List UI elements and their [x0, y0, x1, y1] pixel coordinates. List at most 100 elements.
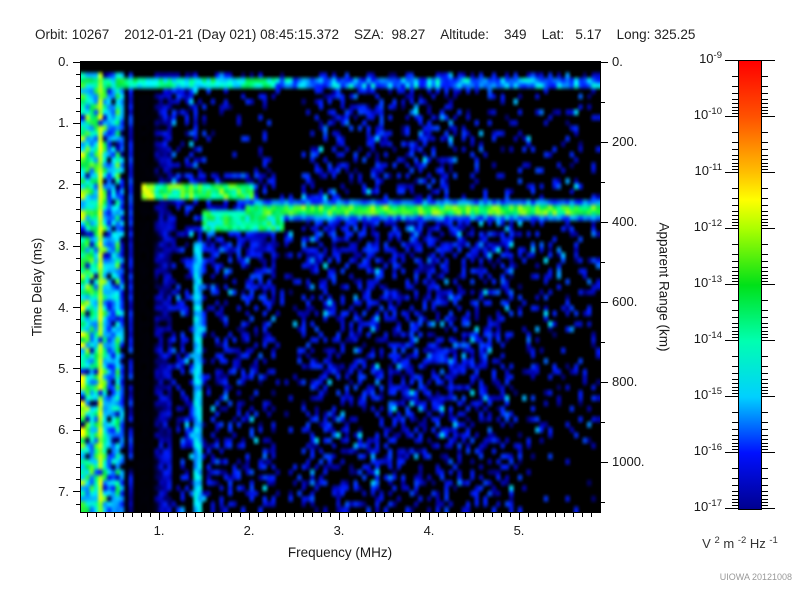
colorbar-major-tick — [725, 451, 738, 453]
colorbar-minor-tick — [762, 392, 768, 394]
colorbar-minor-tick — [762, 159, 768, 161]
colorbar-minor-tick — [762, 442, 768, 444]
colorbar-minor-tick — [762, 244, 768, 246]
header-item-4: Lat: 5.17 — [541, 27, 602, 42]
x-tick-label: 3. — [333, 523, 345, 538]
colorbar-minor-tick — [762, 98, 768, 100]
colorbar-major-tick — [762, 171, 775, 173]
colorbar-minor-tick — [762, 274, 768, 276]
x-major-tick — [158, 512, 160, 520]
colorbar-minor-tick — [762, 327, 768, 329]
y-tick-label: 0. — [58, 54, 69, 69]
y-axis-right-title: Apparent Range (km) — [656, 222, 672, 352]
colorbar-major-tick — [762, 115, 775, 117]
x-tick-label: 5. — [513, 523, 525, 538]
range-tick-label: 800. — [612, 374, 638, 389]
x-axis-title: Frequency (MHz) — [287, 545, 393, 560]
colorbar-major-tick — [725, 395, 738, 397]
colorbar-minor-tick — [762, 334, 768, 336]
range-tick-label: 200. — [612, 134, 638, 149]
colorbar-minor-tick — [762, 112, 768, 114]
colorbar-minor-tick — [762, 132, 768, 134]
plot-frame — [80, 61, 601, 513]
colorbar-minor-tick — [762, 215, 768, 217]
colorbar-minor-tick — [762, 478, 768, 480]
colorbar-minor-tick — [762, 166, 768, 168]
colorbar-minor-tick — [762, 76, 768, 78]
colorbar-minor-tick — [762, 271, 768, 273]
colorbar-minor-tick — [762, 317, 768, 319]
colorbar-major-tick — [725, 115, 738, 117]
colorbar-minor-tick — [762, 188, 768, 190]
y-tick-label: 5. — [58, 360, 69, 376]
colorbar-minor-tick — [762, 205, 768, 207]
colorbar-major-tick — [762, 227, 775, 229]
colorbar-minor-tick — [762, 86, 768, 88]
colorbar-minor-tick — [762, 366, 768, 368]
credit-text: UIOWA 20121008 — [719, 572, 792, 582]
colorbar-minor-tick — [762, 468, 768, 470]
colorbar-minor-tick — [762, 422, 768, 424]
range-major-tick — [600, 221, 608, 223]
colorbar-minor-tick — [762, 373, 768, 375]
colorbar-minor-tick — [762, 106, 768, 108]
y-tick-label: 2. — [58, 176, 69, 192]
colorbar-minor-tick — [762, 495, 768, 497]
colorbar-major-tick — [762, 59, 775, 61]
colorbar-unit-label: V 2 m -2 Hz -1 — [702, 535, 778, 551]
colorbar-minor-tick — [762, 310, 768, 312]
header-status-line: Orbit: 10267 2012-01-21 (Day 021) 08:45:1… — [35, 27, 695, 42]
range-major-tick — [600, 301, 608, 303]
colorbar-minor-tick — [762, 278, 768, 280]
colorbar-minor-tick — [762, 322, 768, 324]
colorbar-minor-tick — [762, 383, 768, 385]
colorbar-major-tick — [762, 339, 775, 341]
range-tick-label: 0. — [612, 54, 623, 69]
colorbar-tick-label: 10-16 — [693, 442, 722, 458]
y-tick-label: 6. — [58, 422, 69, 438]
colorbar-minor-tick — [762, 222, 768, 224]
colorbar-major-tick — [725, 283, 738, 285]
colorbar-minor-tick — [762, 142, 768, 144]
range-major-tick — [600, 381, 608, 383]
colorbar-tick-label: 10-9 — [699, 50, 722, 66]
colorbar-minor-tick — [762, 254, 768, 256]
colorbar-minor-tick — [762, 224, 768, 226]
colorbar-major-tick — [725, 227, 738, 229]
colorbar-minor-tick — [762, 103, 768, 105]
x-major-tick — [338, 512, 340, 520]
x-major-tick — [428, 512, 430, 520]
colorbar-major-tick — [725, 507, 738, 509]
colorbar-minor-tick — [762, 439, 768, 441]
x-tick-label: 2. — [243, 523, 255, 538]
colorbar-minor-tick — [762, 356, 768, 358]
colorbar-minor-tick — [762, 336, 768, 338]
range-tick-label: 600. — [612, 294, 638, 309]
header-item-2: SZA: 98.27 — [353, 27, 426, 42]
colorbar-minor-tick — [762, 266, 768, 268]
colorbar-minor-tick — [762, 485, 768, 487]
colorbar-major-tick — [762, 507, 775, 509]
colorbar-tick-label: 10-11 — [694, 162, 723, 178]
y-axis-left-title: Time Delay (ms) — [29, 237, 45, 337]
range-tick-label: 1000. — [612, 454, 645, 469]
colorbar-minor-tick — [762, 93, 768, 95]
colorbar-major-tick — [725, 171, 738, 173]
colorbar-minor-tick — [762, 154, 768, 156]
colorbar-tick-label: 10-15 — [693, 386, 722, 402]
y-tick-label: 4. — [58, 299, 69, 315]
colorbar-minor-tick — [762, 162, 768, 164]
colorbar-tick-label: 10-14 — [693, 330, 722, 346]
colorbar-minor-tick — [762, 300, 768, 302]
range-major-tick — [600, 461, 608, 463]
colorbar-tick-label: 10-17 — [693, 498, 722, 514]
colorbar-minor-tick — [762, 280, 768, 282]
range-tick-label: 400. — [612, 214, 638, 229]
colorbar-major-tick — [762, 451, 775, 453]
header-item-0: Orbit: 10267 — [35, 27, 110, 42]
colorbar-minor-tick — [762, 218, 768, 220]
colorbar-minor-tick — [762, 504, 768, 506]
colorbar-tick-label: 10-13 — [693, 274, 722, 290]
colorbar-major-tick — [762, 395, 775, 397]
